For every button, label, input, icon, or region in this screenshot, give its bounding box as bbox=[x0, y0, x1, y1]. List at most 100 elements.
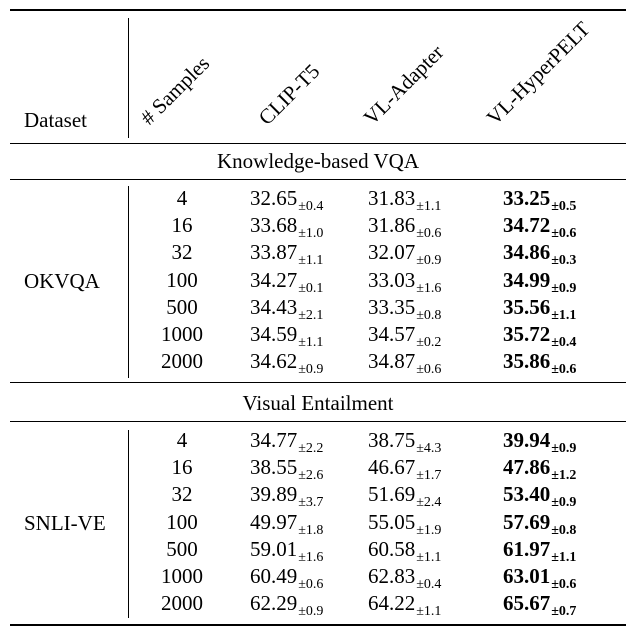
vl-adapter-value: 64.22 bbox=[368, 591, 416, 616]
vl-hyperpelt-cell: 53.40±0.9 bbox=[503, 482, 576, 510]
vl-adapter-value: 38.75 bbox=[368, 428, 416, 452]
samples-cell: 100 bbox=[166, 267, 198, 292]
vl-adapter-cell: 31.83±1.1 bbox=[368, 188, 441, 214]
vl-hyperpelt-value: 57.69 bbox=[503, 509, 551, 534]
vl-hyperpelt-std: ±1.1 bbox=[551, 307, 577, 323]
vl-adapter-std: ±4.3 bbox=[416, 441, 442, 456]
clip-t5-std: ±1.8 bbox=[298, 522, 324, 538]
vl-adapter-cell: 38.75±4.3 bbox=[368, 428, 441, 456]
clip-t5-cell: 34.77±2.2 bbox=[250, 428, 323, 456]
clip-t5-cell: 34.27±0.1 bbox=[250, 269, 323, 295]
vl-hyperpelt-value: 39.94 bbox=[503, 428, 551, 452]
vl-adapter-value: 51.69 bbox=[368, 482, 416, 507]
clip-t5-std: ±0.1 bbox=[298, 280, 324, 296]
samples-cell: 500 bbox=[166, 294, 198, 319]
vl-hyperpelt-cell: 35.72±0.4 bbox=[503, 324, 576, 350]
vl-hyperpelt-std: ±1.2 bbox=[551, 468, 577, 484]
table-row: 2000 34.62±0.9 34.87±0.6 35.86±0.6 bbox=[0, 351, 634, 378]
vl-hyperpelt-std: ±0.6 bbox=[551, 577, 577, 592]
table-row: 1000 34.59±1.1 34.57±0.2 35.72±0.4 bbox=[0, 324, 634, 351]
vl-hyperpelt-value: 53.40 bbox=[503, 482, 551, 507]
samples-cell: 16 bbox=[171, 455, 193, 480]
vl-hyperpelt-value: 34.72 bbox=[503, 213, 551, 238]
samples-cell: 32 bbox=[171, 482, 193, 507]
vl-hyperpelt-std: ±0.9 bbox=[551, 495, 577, 511]
samples-cell: 2000 bbox=[161, 349, 203, 374]
table-row: 100 34.27±0.1 33.03±1.6 34.99±0.9 bbox=[0, 267, 634, 297]
vl-hyperpelt-value: 63.01 bbox=[503, 564, 551, 588]
section-2-rule bbox=[10, 421, 626, 422]
vl-hyperpelt-cell: 34.86±0.3 bbox=[503, 242, 576, 268]
vl-adapter-std: ±1.7 bbox=[416, 468, 442, 484]
clip-t5-value: 59.01 bbox=[250, 536, 298, 561]
vl-adapter-cell: 34.87±0.6 bbox=[368, 349, 441, 377]
clip-t5-std: ±3.7 bbox=[298, 495, 324, 511]
vl-hyperpelt-cell: 33.25±0.5 bbox=[503, 188, 576, 214]
vl-hyperpelt-value: 34.99 bbox=[503, 267, 551, 292]
vl-hyperpelt-value: 61.97 bbox=[503, 536, 551, 561]
vl-hyperpelt-std: ±0.4 bbox=[551, 335, 577, 350]
vl-hyperpelt-cell: 47.86±1.2 bbox=[503, 457, 576, 483]
vl-adapter-std: ±0.9 bbox=[416, 253, 442, 269]
vl-hyperpelt-std: ±0.6 bbox=[551, 226, 577, 242]
clip-t5-value: 39.89 bbox=[250, 482, 298, 507]
vl-adapter-std: ±0.6 bbox=[416, 226, 442, 242]
vl-hyperpelt-value: 65.67 bbox=[503, 591, 551, 616]
clip-t5-value: 34.43 bbox=[250, 294, 298, 319]
vl-hyperpelt-std: ±0.9 bbox=[551, 441, 577, 456]
clip-t5-value: 34.77 bbox=[250, 428, 298, 452]
clip-t5-value: 32.65 bbox=[250, 186, 298, 210]
vl-hyperpelt-std: ±0.3 bbox=[551, 253, 577, 269]
vl-adapter-value: 34.87 bbox=[368, 349, 416, 374]
vl-adapter-value: 62.83 bbox=[368, 564, 416, 588]
vl-adapter-cell: 64.22±1.1 bbox=[368, 591, 441, 619]
clip-t5-cell: 60.49±0.6 bbox=[250, 564, 323, 592]
vl-adapter-value: 31.86 bbox=[368, 213, 416, 238]
clip-t5-cell: 33.87±1.1 bbox=[250, 242, 323, 268]
vl-hyperpelt-std: ±0.8 bbox=[551, 522, 577, 538]
vl-adapter-cell: 32.07±0.9 bbox=[368, 242, 441, 268]
dataset-name: OKVQA bbox=[24, 269, 100, 293]
section-1-vertical-rule bbox=[128, 186, 129, 378]
vl-adapter-std: ±0.6 bbox=[416, 362, 442, 378]
vl-adapter-value: 55.05 bbox=[368, 509, 416, 534]
vl-adapter-std: ±1.9 bbox=[416, 522, 442, 538]
samples-cell: 16 bbox=[171, 213, 193, 238]
vl-hyperpelt-cell: 61.97±1.1 bbox=[503, 536, 576, 564]
vl-adapter-value: 46.67 bbox=[368, 455, 416, 480]
clip-t5-cell: 34.59±1.1 bbox=[250, 322, 323, 350]
vl-adapter-value: 34.57 bbox=[368, 322, 416, 346]
vl-hyperpelt-column-header: VL-HyperPELT bbox=[481, 16, 595, 130]
samples-cell: 500 bbox=[166, 536, 198, 561]
vl-hyperpelt-std: ±0.6 bbox=[551, 362, 577, 378]
bottom-rule bbox=[10, 624, 626, 626]
clip-t5-std: ±1.6 bbox=[298, 549, 324, 565]
vl-adapter-cell: 62.83±0.4 bbox=[368, 564, 441, 592]
table-row: 16 38.55±2.6 46.67±1.7 47.86±1.2 bbox=[0, 457, 634, 484]
vl-hyperpelt-std: ±0.9 bbox=[551, 280, 577, 296]
clip-t5-cell: 38.55±2.6 bbox=[250, 455, 323, 483]
clip-t5-value: 34.59 bbox=[250, 322, 298, 346]
header-rule bbox=[10, 143, 626, 144]
clip-t5-value: 33.68 bbox=[250, 213, 298, 238]
vl-hyperpelt-cell: 34.99±0.9 bbox=[503, 267, 576, 295]
section-divider-rule bbox=[10, 382, 626, 383]
vl-adapter-value: 33.35 bbox=[368, 294, 416, 319]
vl-adapter-std: ±0.2 bbox=[416, 335, 442, 350]
clip-t5-value: 38.55 bbox=[250, 455, 298, 480]
clip-t5-value: 49.97 bbox=[250, 509, 298, 534]
vl-hyperpelt-cell: 65.67±0.7 bbox=[503, 591, 576, 619]
clip-t5-std: ±0.9 bbox=[298, 362, 324, 378]
vl-adapter-column-header: VL-Adapter bbox=[358, 40, 449, 130]
clip-t5-cell: 59.01±1.6 bbox=[250, 536, 323, 564]
clip-t5-value: 62.29 bbox=[250, 591, 298, 616]
section-2-vertical-rule bbox=[128, 430, 129, 618]
table-row: 500 59.01±1.6 60.58±1.1 61.97±1.1 bbox=[0, 536, 634, 566]
clip-t5-std: ±1.0 bbox=[298, 226, 324, 242]
table-row: 4 34.77±2.2 38.75±4.3 39.94±0.9 bbox=[0, 430, 634, 457]
clip-t5-value: 60.49 bbox=[250, 564, 298, 588]
clip-t5-cell: 62.29±0.9 bbox=[250, 591, 323, 619]
clip-t5-std: ±2.1 bbox=[298, 307, 324, 323]
vl-adapter-cell: 33.35±0.8 bbox=[368, 294, 441, 322]
vl-adapter-std: ±0.8 bbox=[416, 307, 442, 323]
